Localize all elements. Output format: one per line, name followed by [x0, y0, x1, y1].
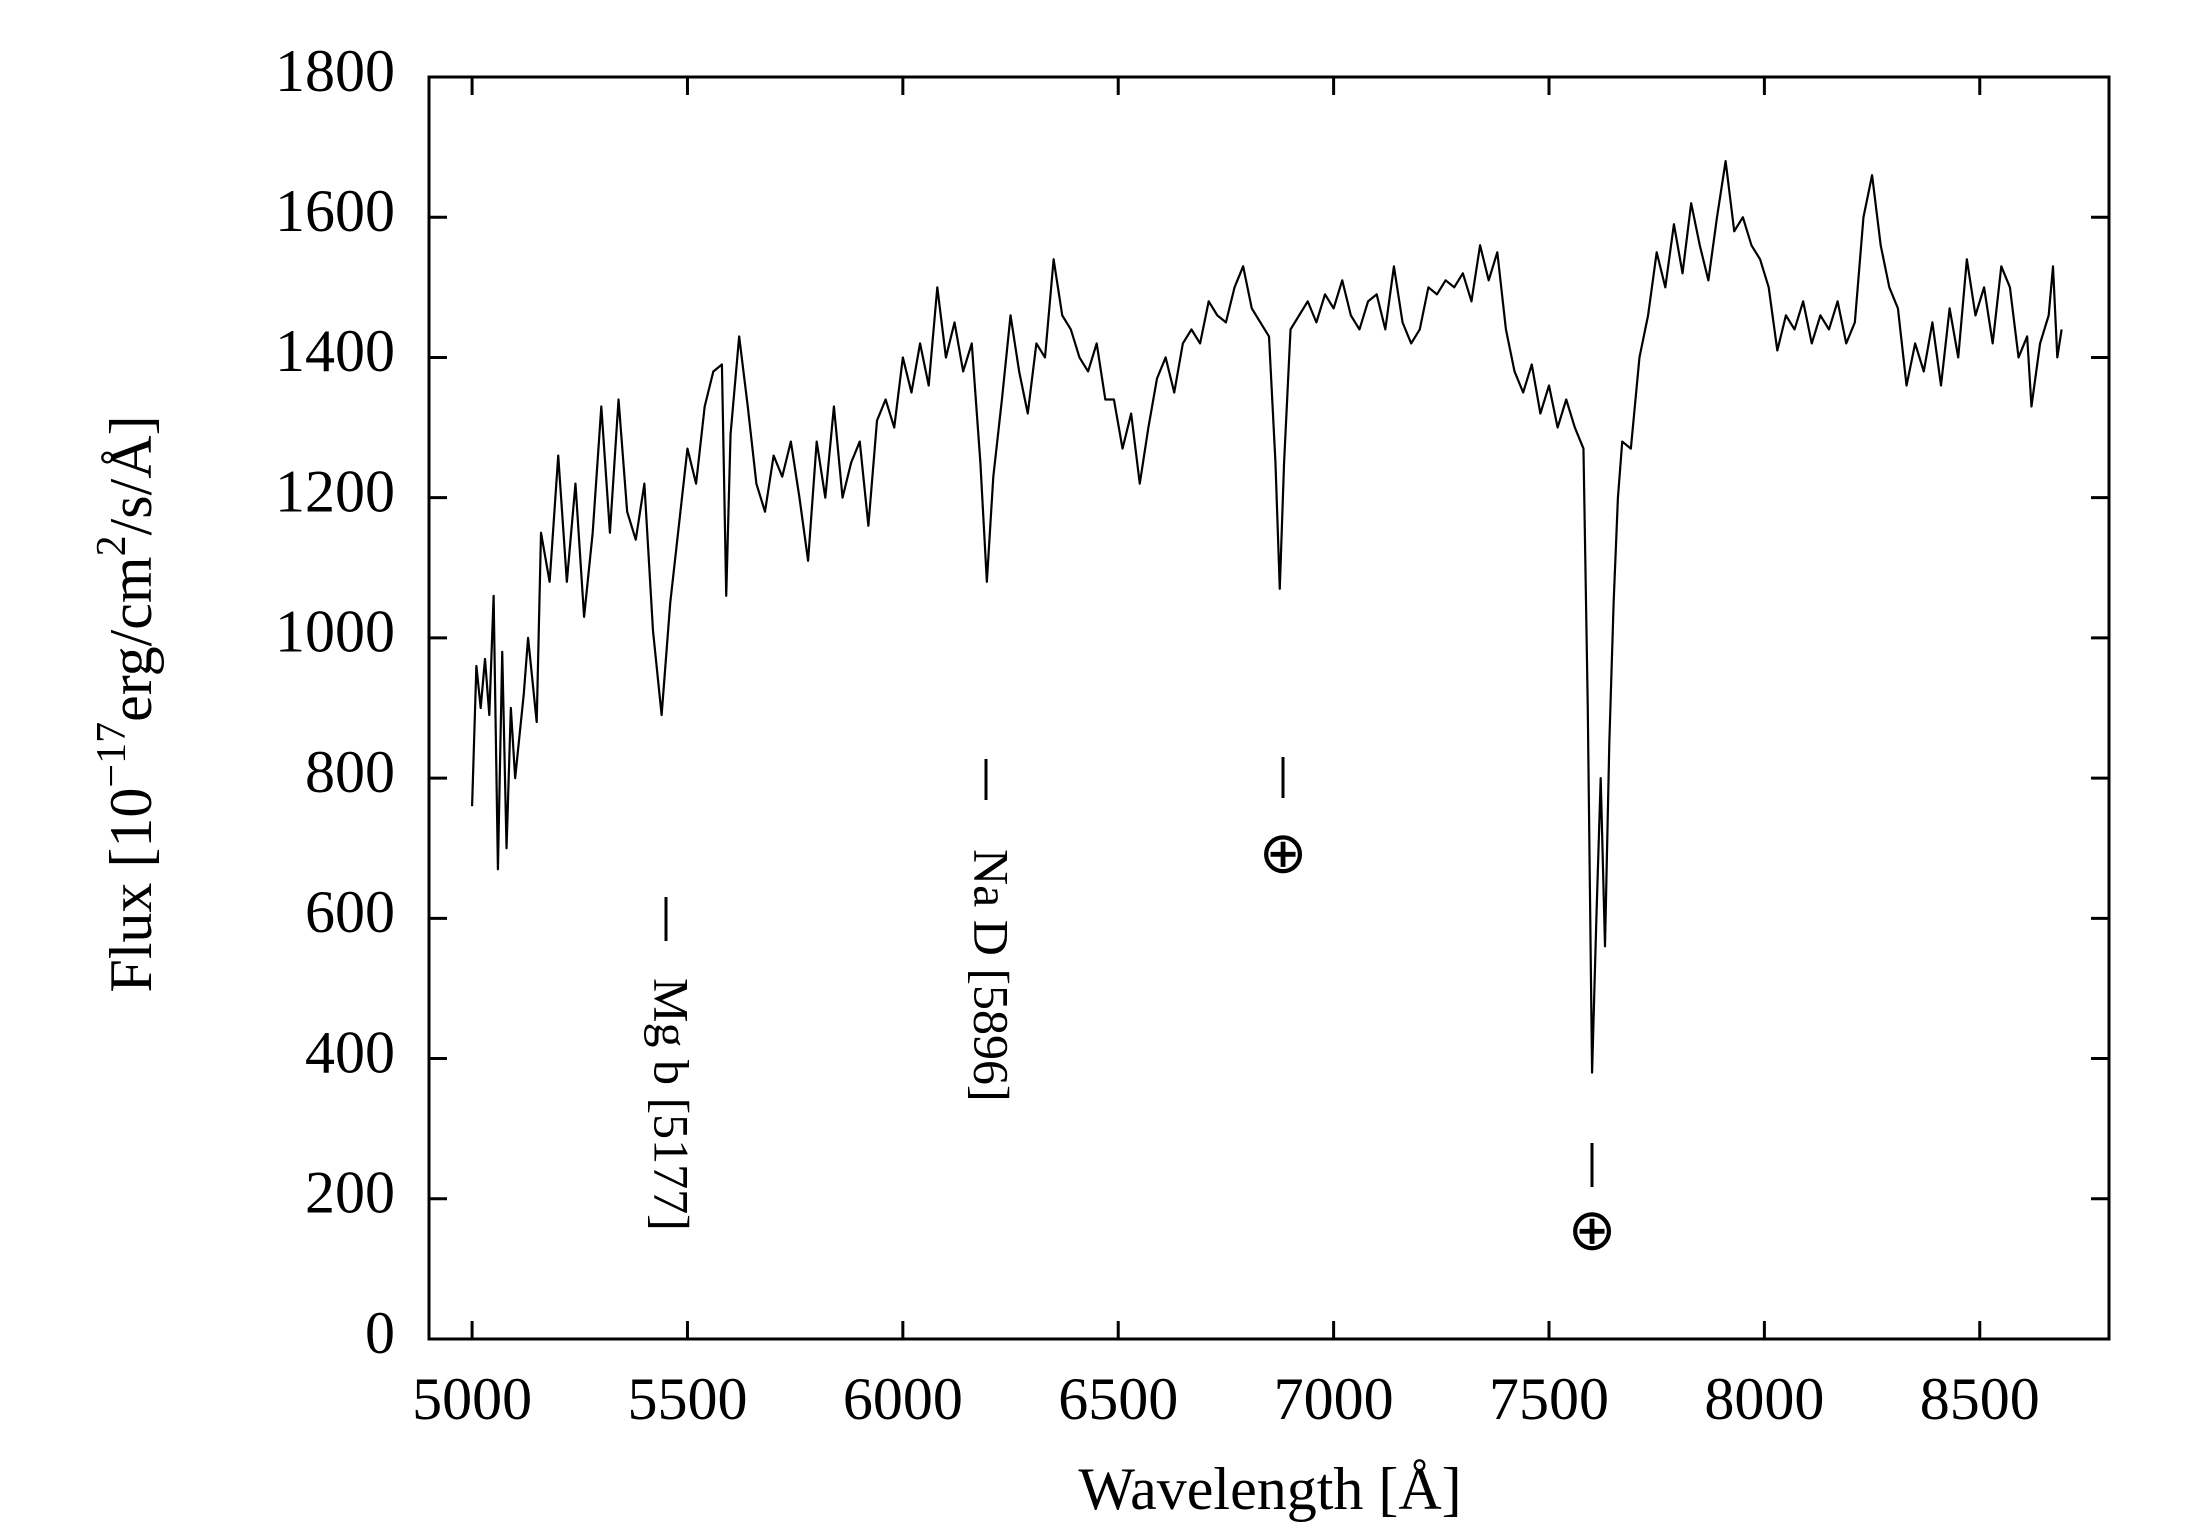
- annotation: Mg b [5177]: [644, 978, 700, 1231]
- y-tick-label: 1800: [275, 38, 395, 104]
- line-markers: [664, 757, 1594, 1187]
- annotation: ⊕: [1568, 1197, 1617, 1262]
- x-tick-label: 7000: [1274, 1366, 1394, 1432]
- x-tick-label: 7500: [1489, 1366, 1609, 1432]
- y-tick-label: 400: [305, 1019, 395, 1085]
- y-tick-label: 1400: [275, 318, 395, 384]
- plot-frame: [427, 75, 2111, 1341]
- y-label-part: erg/cm: [98, 556, 164, 722]
- y-label-part: /s/Å]: [98, 415, 164, 535]
- x-tick-label: 5000: [412, 1366, 532, 1432]
- x-tick-label: 8000: [1704, 1366, 1824, 1432]
- annotation: Na D [5896]: [964, 849, 1020, 1102]
- x-tick-label: 6500: [1058, 1366, 1178, 1432]
- spectrum-line: [470, 160, 2063, 1074]
- y-tick-label: 1000: [275, 599, 395, 665]
- annotation: ⊕: [1259, 820, 1308, 885]
- y-tick-label: 0: [365, 1300, 395, 1366]
- y-tick-label: 800: [305, 739, 395, 805]
- x-tick-label: 5500: [627, 1366, 747, 1432]
- y-tick-label: 1600: [275, 178, 395, 244]
- y-tick-label: 1200: [275, 458, 395, 524]
- x-tick-label: 6000: [843, 1366, 963, 1432]
- y-label-sup: −17: [89, 722, 135, 788]
- y-label-part: Flux [10: [98, 788, 164, 993]
- y-tick-label: 600: [305, 879, 395, 945]
- x-axis-label: Wavelength [Å]: [1078, 1456, 1461, 1522]
- y-tick-label: 200: [305, 1160, 395, 1226]
- x-tick-label: 8500: [1920, 1366, 2040, 1432]
- y-axis-label: Flux [10−17erg/cm2/s/Å]: [89, 415, 164, 992]
- y-label-sup: 2: [89, 535, 135, 556]
